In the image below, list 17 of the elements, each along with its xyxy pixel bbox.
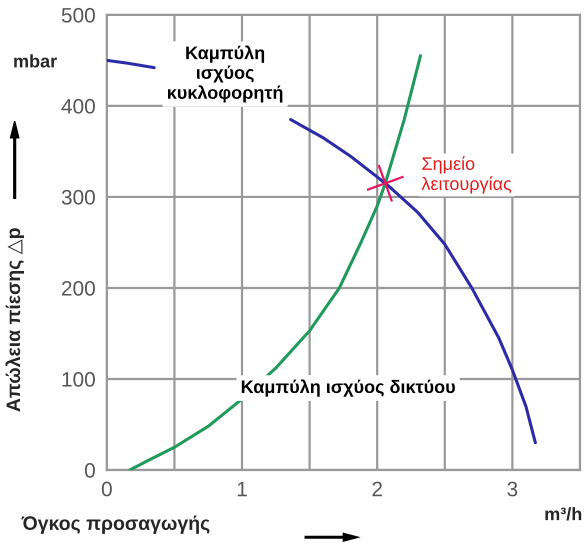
text: m³/h bbox=[545, 507, 582, 521]
series-label: Καμπύλη ισχύος κυκλοφορητή bbox=[168, 46, 282, 103]
x-axis-title: Όγκος προσαγωγής bbox=[21, 516, 210, 534]
y-axis-title: Απώλεια πίεσης △p bbox=[5, 228, 24, 412]
x-tick-label: 1 bbox=[238, 482, 247, 496]
text: mbar bbox=[14, 54, 57, 68]
series-label: Καμπύλη ισχύος δικτύου bbox=[242, 379, 455, 397]
y-tick-label: 500 bbox=[62, 8, 95, 23]
y-tick-label: 400 bbox=[61, 98, 95, 114]
y-tick-label: 200 bbox=[62, 280, 95, 296]
annotation: Σημείο λειτουργίας bbox=[422, 156, 512, 194]
y-tick-label: 0 bbox=[84, 463, 95, 478]
x-tick-label: 0 bbox=[102, 482, 112, 496]
x-tick-label: 2 bbox=[372, 482, 382, 496]
x-tick-label: 3 bbox=[507, 482, 518, 496]
y-tick-label: 300 bbox=[62, 190, 95, 205]
y-tick-label: 100 bbox=[62, 372, 95, 387]
